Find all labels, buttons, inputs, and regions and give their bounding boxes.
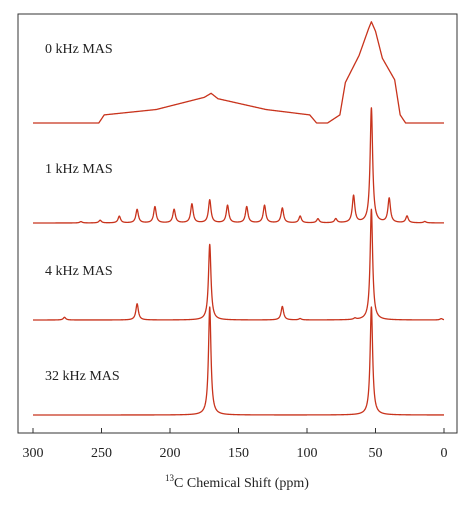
x-tick-label-300: 300 [23, 446, 44, 461]
spectrum-line-2 [32, 107, 445, 224]
spectrum-line-4 [32, 306, 445, 416]
x-tick-label-200: 200 [160, 446, 181, 461]
x-axis-ticks [32, 428, 445, 433]
plot-frame [17, 13, 458, 434]
panel-label-3: 4 kHz MAS [45, 264, 113, 279]
panel-label-1: 0 kHz MAS [45, 42, 113, 57]
spectrum-line-1 [33, 21, 444, 124]
x-axis-title: 13C Chemical Shift (ppm) [165, 473, 309, 491]
panel-labels: 0 kHz MAS 1 kHz MAS 4 kHz MAS 32 kHz MAS [45, 42, 120, 384]
x-tick-label-150: 150 [228, 446, 249, 461]
x-axis-tick-labels: 300 250 200 150 100 50 0 [23, 446, 448, 461]
panel-label-4: 32 kHz MAS [45, 369, 120, 384]
x-tick-label-0: 0 [441, 446, 448, 461]
x-tick-label-100: 100 [297, 446, 318, 461]
panel-label-2: 1 kHz MAS [45, 162, 113, 177]
x-tick-label-250: 250 [91, 446, 112, 461]
spectra-lines [32, 21, 445, 416]
spectrum-line-3 [32, 208, 445, 321]
x-tick-label-50: 50 [369, 446, 383, 461]
